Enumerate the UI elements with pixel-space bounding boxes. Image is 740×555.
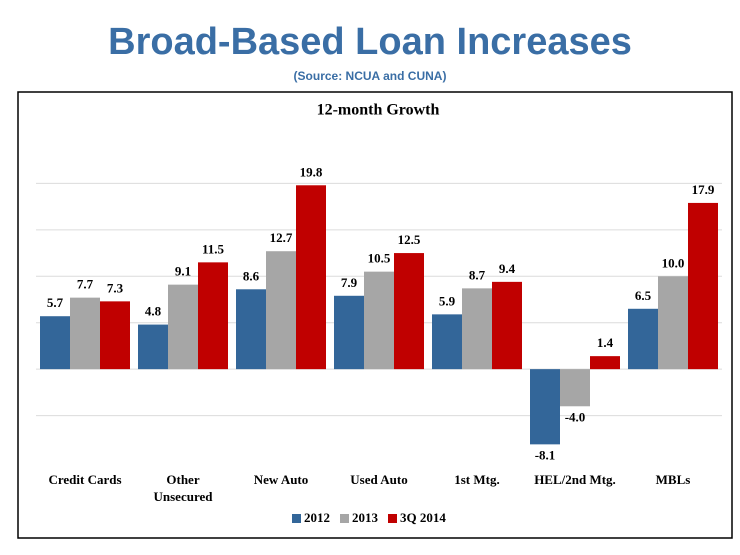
x-tick-label: Credit Cards [48,472,122,487]
bar [492,281,522,370]
chart-frame [17,91,733,539]
bar [40,316,70,370]
legend-swatch [340,514,349,523]
data-label: 5.9 [439,293,456,308]
data-label: 12.7 [270,230,293,245]
bar [70,297,100,370]
bar [530,369,560,445]
data-label: 9.4 [499,261,516,276]
data-label: 8.6 [243,268,260,283]
data-label: 12.5 [398,232,421,247]
bar [658,276,688,370]
bar [168,284,198,370]
bar [590,356,620,370]
data-label: 6.5 [635,288,652,303]
data-label: 7.3 [107,280,124,295]
data-label: 4.8 [145,304,162,319]
legend-label: 3Q 2014 [400,510,446,525]
bar [296,185,326,370]
data-label: 5.7 [47,295,64,310]
x-tick-label: Used Auto [350,472,408,487]
page-title: Broad-Based Loan Increases [108,21,632,63]
bar [138,324,168,370]
bar [628,308,658,370]
bar [364,271,394,370]
page-subtitle: (Source: NCUA and CUNA) [294,69,447,83]
data-label: 10.5 [368,251,391,266]
chart-title: 12-month Growth [317,102,440,119]
bar [394,253,424,370]
bar [462,288,492,370]
data-label: 19.8 [300,164,323,179]
legend-label: 2013 [352,510,379,525]
bar [100,301,130,370]
bar [334,295,364,370]
data-label: 11.5 [202,241,225,256]
data-label: 7.7 [77,277,94,292]
bar [688,202,718,370]
bar [266,251,296,370]
x-tick-label: New Auto [253,472,309,487]
x-tick-label: HEL/2nd Mtg. [534,472,616,487]
bar [560,369,590,407]
x-tick-label: 1st Mtg. [454,472,500,487]
data-label: -8.1 [535,447,556,462]
legend-swatch [388,514,397,523]
data-label: 10.0 [662,255,685,270]
x-tick-label: MBLs [655,472,691,487]
legend-label: 2012 [304,510,330,525]
bar [198,262,228,370]
x-tick-label: Other Unsecured [153,472,213,504]
data-label: -4.0 [565,409,586,424]
data-label: 7.9 [341,275,358,290]
data-label: 8.7 [469,267,486,282]
legend-swatch [292,514,301,523]
data-label: 1.4 [597,335,614,350]
data-label: 17.9 [692,182,715,197]
data-label: 9.1 [175,264,191,279]
bar [432,314,462,370]
bar [236,289,266,370]
